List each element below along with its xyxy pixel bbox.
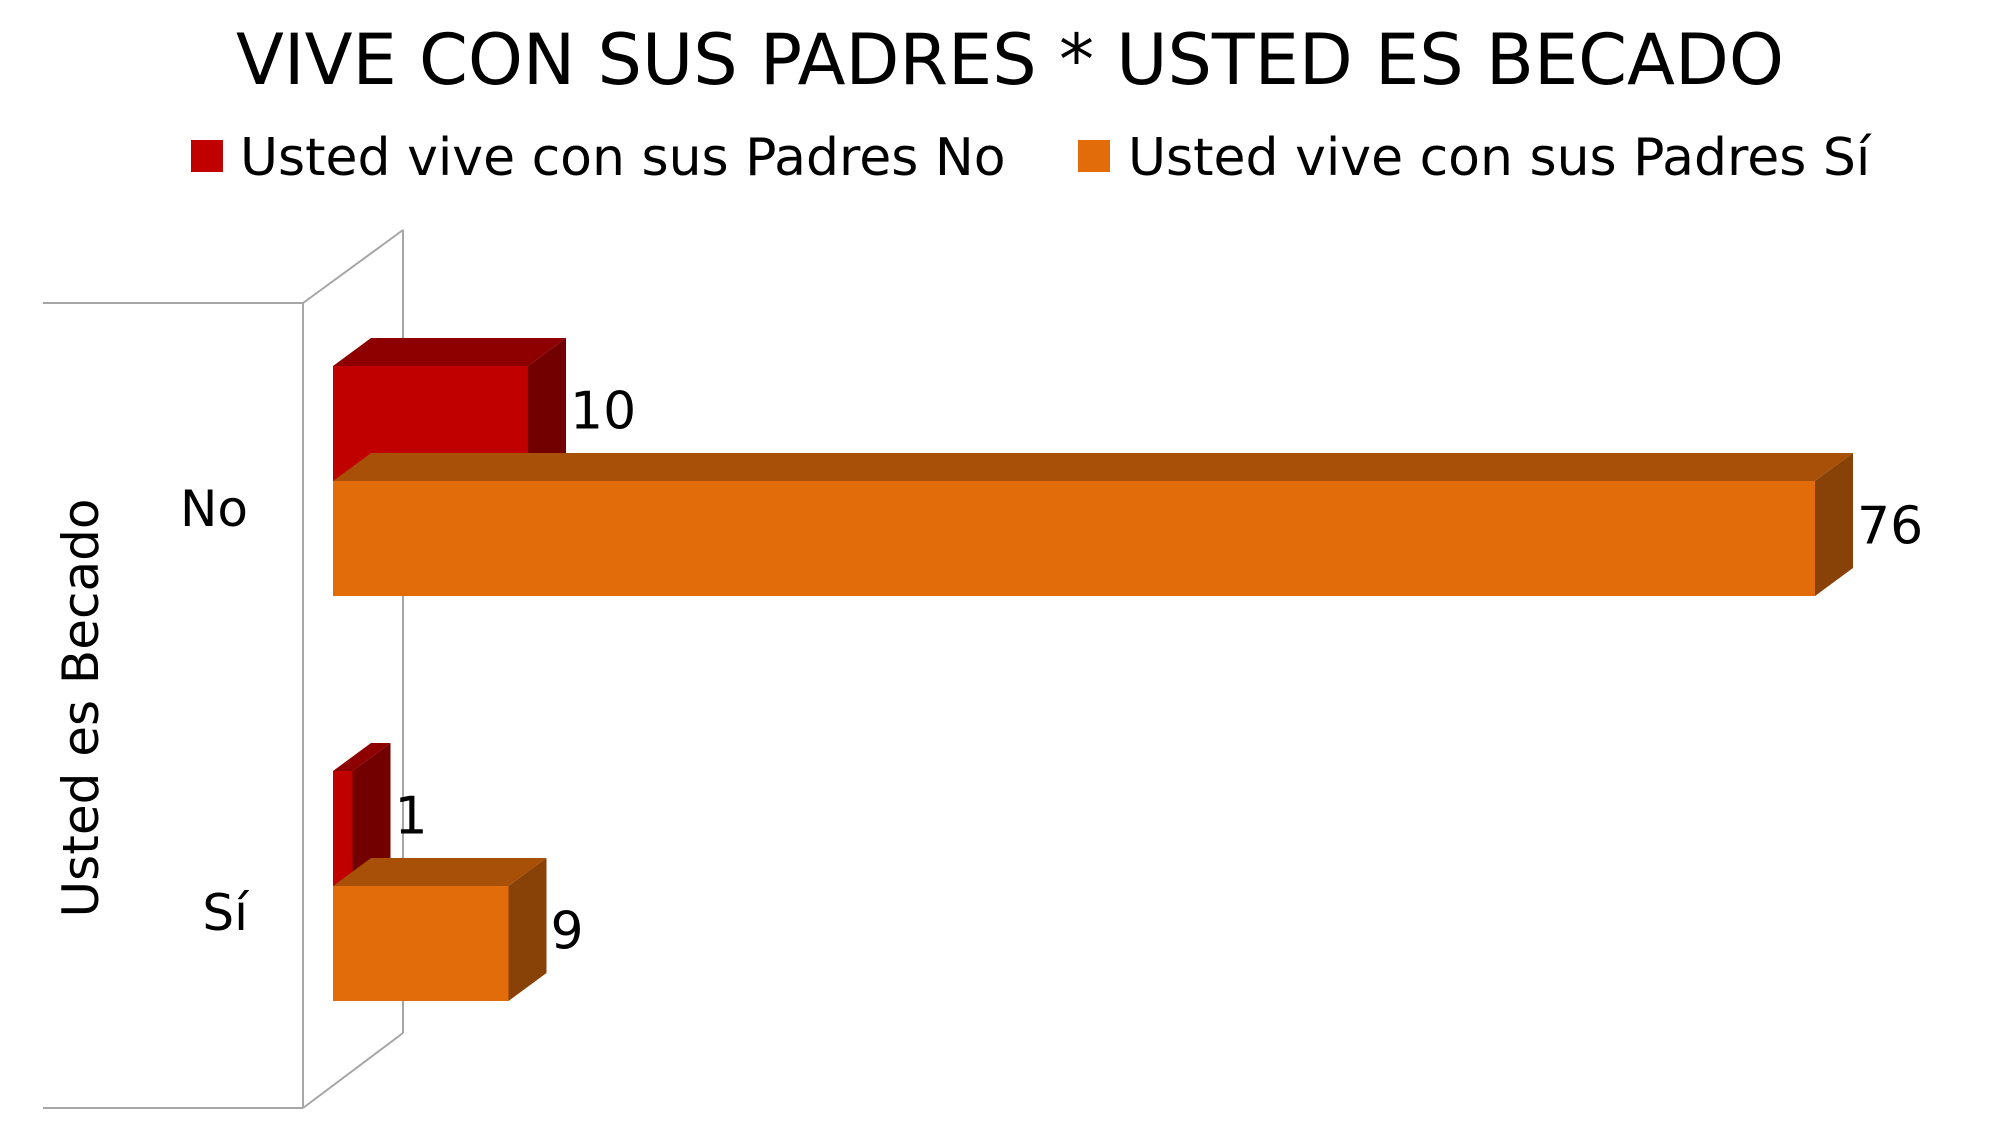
bar-si-red	[333, 743, 391, 886]
bar-si-orange	[333, 858, 547, 1001]
wall-top-diagonal	[302, 229, 404, 304]
bar-no-orange	[333, 453, 1853, 596]
bar-top-face	[333, 453, 1853, 481]
legend-label-si: Usted vive con sus Padres Sí	[1128, 128, 1872, 188]
bar-top-face	[333, 858, 547, 886]
bar-top-face	[333, 743, 391, 771]
data-label-si-red: 1	[395, 787, 428, 847]
legend-swatch-si	[1078, 140, 1110, 172]
bars: 10 76 1 9	[333, 338, 1923, 1001]
data-label-si-orange: 9	[551, 902, 584, 962]
data-label-no-red: 10	[570, 382, 636, 442]
category-label-si: Sí	[202, 884, 250, 942]
bar-front-face	[333, 481, 1815, 596]
bar-side-face	[1815, 453, 1853, 596]
legend-label-no: Usted vive con sus Padres No	[240, 128, 1006, 188]
data-label-no-orange: 76	[1857, 497, 1923, 557]
category-label-no: No	[180, 480, 248, 538]
y-axis-title: Usted es Becado	[52, 499, 110, 918]
bar-side-face	[352, 743, 391, 886]
legend-swatch-no	[191, 140, 223, 172]
bar-front-face	[333, 771, 353, 886]
bar-side-face	[528, 338, 566, 481]
bar-front-face	[333, 886, 509, 1001]
bar-top-face	[333, 338, 566, 366]
bar-side-face	[508, 858, 547, 1001]
wall-bottom-diagonal	[302, 1032, 404, 1109]
legend: Usted vive con sus Padres No Usted vive …	[191, 128, 1872, 188]
chart-title: VIVE CON SUS PADRES * USTED ES BECADO	[236, 19, 1784, 101]
